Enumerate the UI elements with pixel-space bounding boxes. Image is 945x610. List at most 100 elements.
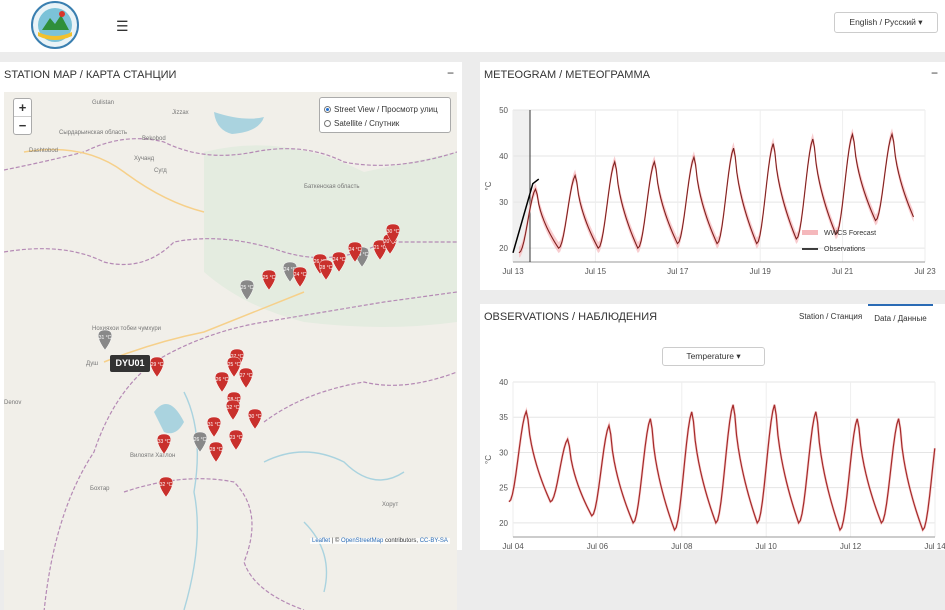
station-marker[interactable]: 31 °C <box>98 329 112 351</box>
marker-label: 27 °C <box>231 354 244 360</box>
station-marker[interactable]: 27 °C <box>239 367 253 389</box>
map-pin-icon <box>373 239 387 261</box>
variable-select-value: Temperature <box>686 351 735 361</box>
place-label: Сырдарьинская область <box>59 130 127 136</box>
marker-label: 32 °C <box>227 405 240 411</box>
station-marker[interactable]: 33 °C <box>157 433 171 455</box>
zoom-in-button[interactable]: + <box>14 99 31 117</box>
station-marker[interactable]: 30 °C <box>386 223 400 245</box>
collapse-button[interactable]: − <box>931 66 939 80</box>
road-line <box>103 291 305 363</box>
layer-option-satellite[interactable]: Satellite / Спутник <box>324 116 446 130</box>
top-bar: ☰ English / Русский ▾ <box>0 0 945 52</box>
y-tick-label: 50 <box>499 106 508 115</box>
observation-tabs: Station / Станция Data / Данные <box>793 304 933 330</box>
station-marker[interactable]: 30 °C <box>248 408 262 430</box>
station-marker[interactable]: 23 °C <box>229 429 243 451</box>
x-tick-label: Jul 12 <box>840 542 862 550</box>
station-marker[interactable]: 24 °C <box>332 251 346 273</box>
language-label: English / Русский <box>849 17 916 27</box>
station-map[interactable]: Gulistan Jizzax Dashtobod Bekobod Сырдарьинс… <box>4 92 457 610</box>
station-marker[interactable]: 25 °C <box>240 279 254 301</box>
meteogram-panel: METEOGRAM / МЕТЕОГРАММА − 20 30 40 50 Jul 13… <box>480 62 945 290</box>
station-marker[interactable]: 26 °C <box>215 371 229 393</box>
tab-data[interactable]: Data / Данные <box>868 304 933 330</box>
tab-station[interactable]: Station / Станция <box>799 312 863 321</box>
attribution-sep: | © <box>330 538 341 544</box>
layer-label: Street View / Просмотр улиц <box>334 104 438 114</box>
license-link[interactable]: CC-BY-SA <box>419 538 448 544</box>
station-marker[interactable]: 32 °C <box>226 399 240 421</box>
layer-label: Satellite / Спутник <box>334 118 400 128</box>
place-label: Нохияхои тобеи чумхури <box>92 326 161 332</box>
variable-select[interactable]: Temperature ▾ <box>662 347 765 366</box>
station-map-panel: STATION MAP / КАРТА СТАНЦИИ − Gulistan Ji… <box>0 62 462 610</box>
place-label: Gulistan <box>92 100 114 106</box>
zoom-out-button[interactable]: − <box>18 118 27 133</box>
marker-label: 27 °C <box>240 373 253 379</box>
caret-down-icon: ▾ <box>918 17 923 27</box>
language-dropdown[interactable]: English / Русский ▾ <box>834 12 938 33</box>
layer-option-street[interactable]: Street View / Просмотр улиц <box>324 102 446 116</box>
marker-label: 29 °C <box>151 362 164 368</box>
place-label: Хорут <box>382 502 399 508</box>
x-tick-label: Jul 04 <box>502 542 524 550</box>
station-marker[interactable]: 21 °C <box>373 239 387 261</box>
station-marker[interactable]: 24 °C <box>293 266 307 288</box>
meteogram-chart[interactable]: 20 30 40 50 Jul 13 Jul 15 Jul 17 Jul 19 Jul 21 Ju… <box>480 62 945 290</box>
observed-window <box>513 110 530 262</box>
marker-label: 32 °C <box>160 482 173 488</box>
x-tick-label: Jul 15 <box>585 267 607 276</box>
map-pin-icon <box>262 269 276 291</box>
hamburger-icon[interactable]: ☰ <box>116 18 129 34</box>
station-marker[interactable]: 29 °C <box>150 356 164 378</box>
station-marker[interactable]: 25 °C <box>227 356 241 378</box>
map-pin-icon <box>319 259 333 281</box>
marker-label: 31 °C <box>99 335 112 341</box>
map-pin-icon <box>207 416 221 438</box>
place-label: Denov <box>4 400 21 406</box>
place-label: Бохтар <box>90 486 110 492</box>
osm-link[interactable]: OpenStreetMap <box>341 538 384 544</box>
marker-label: 24 °C <box>284 267 297 273</box>
map-pin-icon <box>240 279 254 301</box>
radio-street[interactable] <box>324 105 331 113</box>
station-marker[interactable]: 25 °C <box>262 269 276 291</box>
station-marker[interactable]: 32 °C <box>159 476 173 498</box>
y-tick-label: 40 <box>499 378 508 387</box>
place-label: Вилояти Хатлон <box>130 453 175 459</box>
place-label: Хучанд <box>134 156 155 162</box>
legend-label: WWCS Forecast <box>824 230 876 237</box>
y-axis-label: °C <box>484 455 493 464</box>
station-marker[interactable]: 28 °C <box>209 441 223 463</box>
x-tick-label: Jul 23 <box>914 267 936 276</box>
marker-label: 24 °C <box>356 252 369 258</box>
radio-satellite[interactable] <box>324 119 331 127</box>
map-pin-icon <box>293 266 307 288</box>
map-pin-icon <box>159 476 173 498</box>
y-tick-label: 25 <box>499 484 508 493</box>
leaflet-link[interactable]: Leaflet <box>312 538 331 544</box>
zoom-control: + − <box>13 98 32 135</box>
collapse-button[interactable]: − <box>447 66 455 80</box>
station-marker[interactable]: 28 °C <box>319 259 333 281</box>
legend-swatch-forecast <box>802 230 818 235</box>
marker-label: 30 °C <box>249 414 262 420</box>
station-marker[interactable]: 24 °C <box>348 241 362 263</box>
map-pin-icon <box>248 408 262 430</box>
border-line <box>4 138 457 171</box>
road-line <box>23 148 205 213</box>
observations-chart[interactable]: 20 25 30 35 40 Jul 04 Jul 06 Jul 08 Jul 10 Jul 12… <box>480 304 945 550</box>
map-pin-icon <box>193 431 207 453</box>
y-tick-label: 20 <box>499 519 508 528</box>
map-canvas[interactable]: Gulistan Jizzax Dashtobod Bekobod Сырдарьинс… <box>4 92 457 610</box>
marker-label: 25 °C <box>241 285 254 291</box>
map-pin-icon <box>209 441 223 463</box>
map-pin-icon <box>239 367 253 389</box>
map-pin-icon <box>227 356 241 378</box>
x-tick-label: Jul 19 <box>750 267 772 276</box>
marker-label: 25 °C <box>263 275 276 281</box>
station-marker[interactable]: 26 °C <box>193 431 207 453</box>
map-attribution: Leaflet | © OpenStreetMap contributors, … <box>310 538 450 544</box>
station-marker[interactable]: 31 °C <box>207 416 221 438</box>
